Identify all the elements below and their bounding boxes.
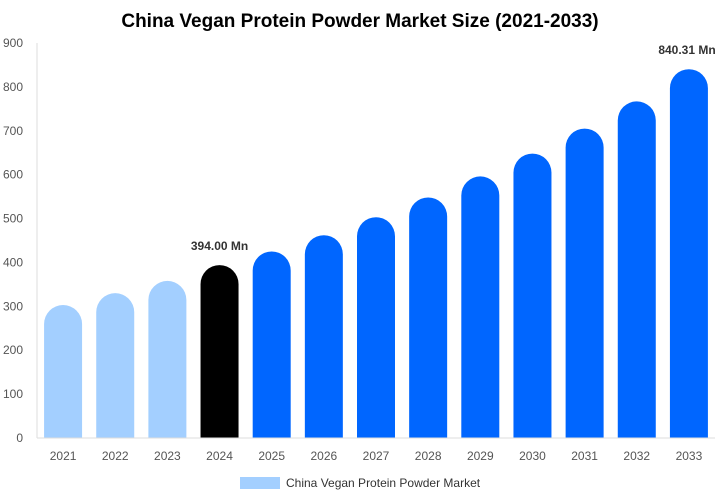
x-tick-label: 2029 xyxy=(467,449,494,463)
x-tick-label: 2025 xyxy=(258,449,285,463)
y-tick-label: 200 xyxy=(3,343,23,357)
x-tick-label: 2024 xyxy=(206,449,233,463)
y-tick-label: 300 xyxy=(3,299,23,313)
y-tick-label: 600 xyxy=(3,168,23,182)
x-tick-label: 2028 xyxy=(415,449,442,463)
bar-2031[interactable] xyxy=(565,128,604,439)
bar-2033[interactable] xyxy=(669,69,708,439)
bar-2021[interactable] xyxy=(44,305,83,438)
bar-2030[interactable] xyxy=(513,153,552,438)
x-tick-label: 2030 xyxy=(519,449,546,463)
bar-2023[interactable] xyxy=(148,280,187,438)
x-tick-label: 2021 xyxy=(50,449,77,463)
x-tick-label: 2023 xyxy=(154,449,181,463)
bar-2026[interactable] xyxy=(304,235,343,438)
y-tick-label: 900 xyxy=(3,36,23,50)
y-tick-label: 700 xyxy=(3,124,23,138)
data-label: 394.00 Mn xyxy=(191,239,248,253)
chart-title: China Vegan Protein Powder Market Size (… xyxy=(121,11,598,32)
bar-2024[interactable] xyxy=(200,265,239,438)
bar-2029[interactable] xyxy=(461,176,500,438)
x-tick-label: 2031 xyxy=(571,449,598,463)
x-tick-label: 2027 xyxy=(363,449,390,463)
bar-2027[interactable] xyxy=(357,217,395,438)
y-tick-label: 100 xyxy=(3,387,23,401)
data-label: 840.31 Mn xyxy=(658,43,715,57)
bar-2022[interactable] xyxy=(96,293,135,438)
bar-2025[interactable] xyxy=(252,251,291,438)
y-tick-label: 0 xyxy=(16,431,23,445)
x-tick-label: 2032 xyxy=(623,449,650,463)
y-tick-label: 800 xyxy=(3,80,23,94)
x-tick-label: 2033 xyxy=(676,449,703,463)
y-tick-label: 400 xyxy=(3,255,23,269)
bar-2028[interactable] xyxy=(409,197,448,438)
bar-2032[interactable] xyxy=(617,101,656,438)
legend-label: China Vegan Protein Powder Market xyxy=(286,476,481,490)
legend-swatch xyxy=(240,477,280,489)
y-tick-label: 500 xyxy=(3,212,23,226)
x-tick-label: 2026 xyxy=(310,449,337,463)
x-tick-label: 2022 xyxy=(102,449,129,463)
legend[interactable]: China Vegan Protein Powder Market xyxy=(240,476,481,490)
